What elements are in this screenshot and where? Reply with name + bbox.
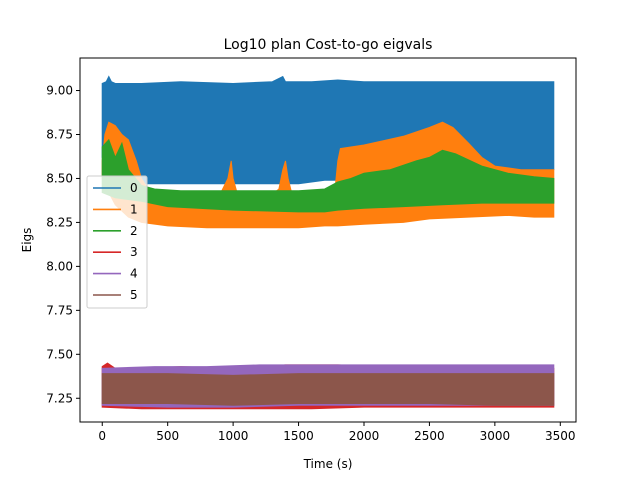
legend-label-5: 5 <box>130 288 138 302</box>
series-2-band <box>101 138 555 213</box>
x-tick-label: 500 <box>156 429 179 443</box>
y-tick-label: 7.25 <box>46 391 73 405</box>
series-5-band <box>101 373 555 406</box>
legend-label-4: 4 <box>130 267 138 281</box>
y-tick-label: 8.00 <box>46 259 73 273</box>
x-tick-label: 0 <box>98 429 106 443</box>
series-layer <box>101 75 555 410</box>
legend-label-3: 3 <box>130 245 138 259</box>
chart-title: Log10 plan Cost-to-go eigvals <box>224 37 433 53</box>
y-tick-label: 9.00 <box>46 84 73 98</box>
legend-label-1: 1 <box>130 202 138 216</box>
x-tick-label: 3000 <box>480 429 511 443</box>
y-tick-label: 8.25 <box>46 215 73 229</box>
legend-label-2: 2 <box>130 224 138 238</box>
x-tick-label: 2500 <box>414 429 445 443</box>
y-tick-label: 8.75 <box>46 127 73 141</box>
y-tick-label: 7.75 <box>46 303 73 317</box>
x-tick-label: 2000 <box>349 429 380 443</box>
x-tick-label: 1000 <box>218 429 249 443</box>
y-tick-label: 8.50 <box>46 171 73 185</box>
legend-box <box>86 175 148 309</box>
y-axis-label: Eigs <box>20 228 34 253</box>
x-tick-label: 3500 <box>545 429 576 443</box>
x-axis-ticks: 0 500 1000 1500 2000 2500 3000 3500 <box>98 422 576 443</box>
plot-frame <box>79 57 577 423</box>
legend: 0 1 2 3 4 5 <box>86 175 148 309</box>
y-tick-label: 7.50 <box>46 347 73 361</box>
legend-label-0: 0 <box>130 181 138 195</box>
x-axis-label: Time (s) <box>303 457 353 471</box>
x-tick-label: 1500 <box>283 429 314 443</box>
y-axis-ticks: 7.25 7.50 7.75 8.00 8.25 8.50 8.75 9.00 <box>46 84 80 405</box>
